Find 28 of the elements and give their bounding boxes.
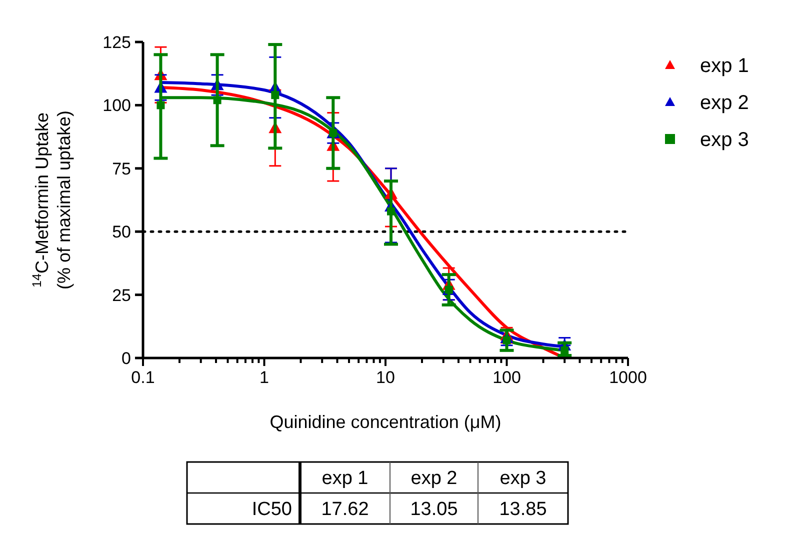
y-tick-label: 125 xyxy=(102,32,131,52)
y-tick-label: 25 xyxy=(112,286,131,305)
text: exp 1 xyxy=(322,468,368,490)
x-tick-label: 0.1 xyxy=(131,368,155,387)
point xyxy=(213,96,222,104)
text: exp 2 xyxy=(410,468,458,490)
text: 17.62 xyxy=(321,499,369,520)
y-tick-label: 100 xyxy=(102,96,131,116)
y-tick-label: 75 xyxy=(112,159,131,178)
y-tick-label: 50 xyxy=(112,222,131,242)
x-tick-label: 1 xyxy=(260,368,269,387)
legend-label: exp 1 xyxy=(700,55,749,77)
legend-label: exp 2 xyxy=(700,92,749,114)
text: 13.85 xyxy=(499,499,547,520)
point xyxy=(156,101,165,110)
legend-label: exp 3 xyxy=(700,129,749,151)
x-tick-label: 1000 xyxy=(609,368,647,387)
point xyxy=(271,91,280,100)
x-tick-label: 10 xyxy=(376,368,395,387)
text: 13.05 xyxy=(410,499,458,520)
text: exp 3 xyxy=(500,468,546,490)
x-tick-label: 100 xyxy=(492,368,521,387)
point xyxy=(560,346,569,354)
point xyxy=(444,286,453,294)
point xyxy=(386,207,395,216)
text: IC50 xyxy=(252,499,292,520)
y-tick-label: 0 xyxy=(122,348,131,368)
x-axis-title: Quinidine concentration (μM) xyxy=(270,412,502,432)
